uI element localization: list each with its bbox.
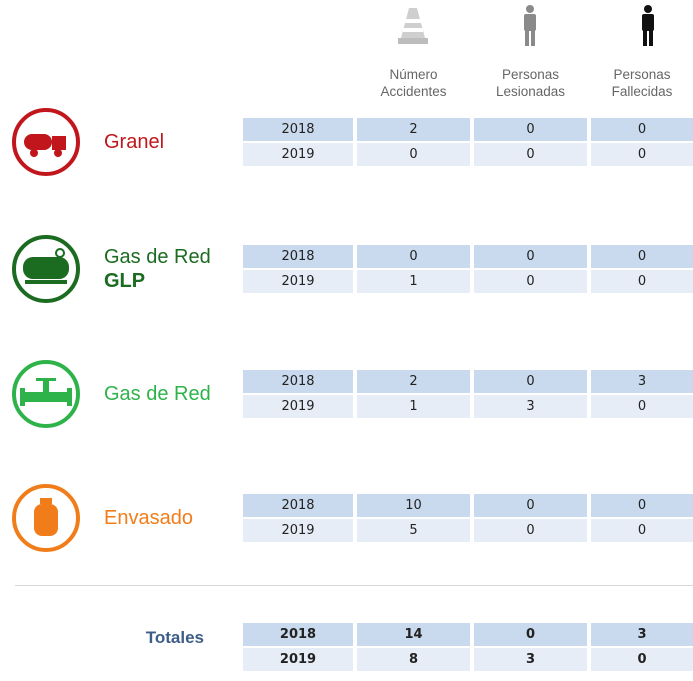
- group-label: Gas de Red: [104, 382, 211, 406]
- label-text: Gas de Red: [104, 246, 211, 268]
- value-cell: 3: [474, 648, 587, 671]
- header-line: Personas: [613, 67, 671, 82]
- value-cell: 0: [591, 648, 693, 671]
- year-cell: 2019: [243, 270, 353, 293]
- year-cell: 2019: [243, 395, 353, 418]
- label-text: Granel: [104, 131, 165, 153]
- group-label: Granel: [104, 130, 164, 154]
- year-cell: 2018: [243, 118, 353, 141]
- value-cell: 0: [474, 143, 587, 166]
- label-text: Gas de Red: [104, 383, 211, 405]
- label-text: Envasado: [104, 507, 193, 529]
- value-cell: 0: [474, 494, 587, 517]
- value-cell: 0: [591, 143, 693, 166]
- value-cell: 3: [591, 623, 693, 646]
- group-icon: [12, 484, 80, 552]
- year-cell: 2019: [243, 519, 353, 542]
- header-line: Fallecidas: [611, 84, 673, 99]
- value-cell: 0: [474, 270, 587, 293]
- group-icon: [12, 360, 80, 428]
- group-label: Gas de Red GLP: [104, 245, 211, 293]
- value-cell: 0: [591, 118, 693, 141]
- year-cell: 2018: [243, 623, 353, 646]
- year-cell: 2018: [243, 245, 353, 268]
- group-icon: [12, 108, 80, 176]
- column-header: Número Accidentes: [357, 66, 470, 100]
- value-cell: 0: [474, 519, 587, 542]
- group-label: Envasado: [104, 506, 193, 530]
- value-cell: 0: [474, 118, 587, 141]
- year-cell: 2019: [243, 648, 353, 671]
- divider: [15, 585, 693, 586]
- value-cell: 0: [591, 494, 693, 517]
- value-cell: 0: [474, 370, 587, 393]
- value-cell: 8: [357, 648, 470, 671]
- value-cell: 3: [474, 395, 587, 418]
- deceased-person-icon: [642, 5, 654, 46]
- header-line: Personas: [501, 67, 560, 82]
- column-header: Personas Lesionadas: [474, 66, 587, 100]
- year-cell: 2018: [243, 370, 353, 393]
- value-cell: 14: [357, 623, 470, 646]
- cone-icon: [398, 8, 428, 44]
- value-cell: 0: [474, 623, 587, 646]
- value-cell: 1: [357, 395, 470, 418]
- value-cell: 2: [357, 118, 470, 141]
- value-cell: 1: [357, 270, 470, 293]
- year-cell: 2018: [243, 494, 353, 517]
- value-cell: 5: [357, 519, 470, 542]
- header-line: Número: [389, 67, 438, 82]
- value-cell: 0: [474, 245, 587, 268]
- value-cell: 0: [591, 245, 693, 268]
- value-cell: 0: [357, 143, 470, 166]
- header-line: Lesionadas: [495, 84, 566, 99]
- value-cell: 3: [591, 370, 693, 393]
- totals-label: Totales: [145, 628, 204, 647]
- value-cell: 0: [357, 245, 470, 268]
- value-cell: 0: [591, 270, 693, 293]
- year-cell: 2019: [243, 143, 353, 166]
- value-cell: 10: [357, 494, 470, 517]
- value-cell: 0: [591, 395, 693, 418]
- value-cell: 0: [591, 519, 693, 542]
- value-cell: 2: [357, 370, 470, 393]
- injured-person-icon: [524, 5, 536, 46]
- header-icons: [398, 5, 654, 46]
- header-line: Accidentes: [380, 84, 447, 99]
- group-icon: [12, 235, 80, 303]
- label-bold: GLP: [104, 270, 146, 292]
- column-header: Personas Fallecidas: [591, 66, 693, 100]
